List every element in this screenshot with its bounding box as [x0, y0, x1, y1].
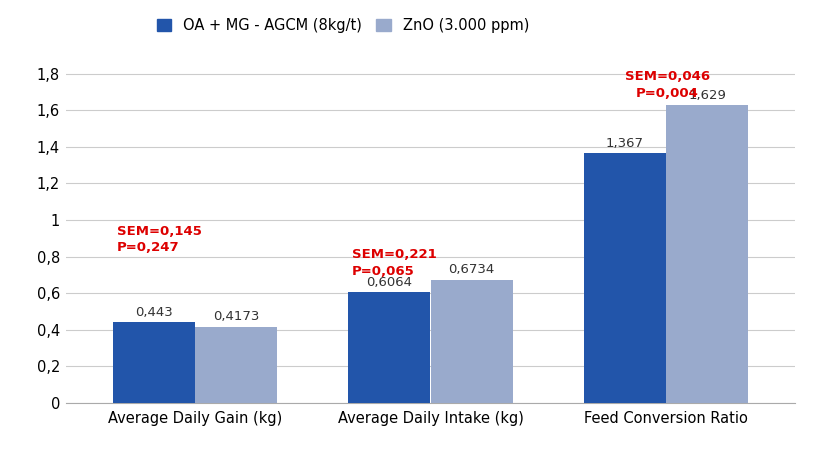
Bar	[665, 105, 748, 403]
Bar	[195, 326, 277, 403]
Text: 1,629: 1,629	[687, 89, 725, 102]
Text: 1,367: 1,367	[605, 137, 643, 150]
Text: SEM=0,145
P=0,247: SEM=0,145 P=0,247	[116, 225, 201, 254]
Bar	[348, 292, 430, 403]
Text: 0,6734: 0,6734	[448, 263, 494, 276]
Bar	[430, 280, 512, 403]
Bar	[112, 322, 195, 403]
Text: SEM=0,221
P=0,065: SEM=0,221 P=0,065	[352, 248, 437, 278]
Legend: OA + MG - AGCM (8kg/t), ZnO (3.000 ppm): OA + MG - AGCM (8kg/t), ZnO (3.000 ppm)	[156, 18, 528, 33]
Text: 0,443: 0,443	[135, 306, 173, 319]
Text: SEM=0,046
P=0,004: SEM=0,046 P=0,004	[624, 70, 709, 100]
Text: 0,4173: 0,4173	[213, 310, 259, 323]
Bar	[583, 153, 665, 403]
Text: 0,6064: 0,6064	[366, 275, 412, 289]
